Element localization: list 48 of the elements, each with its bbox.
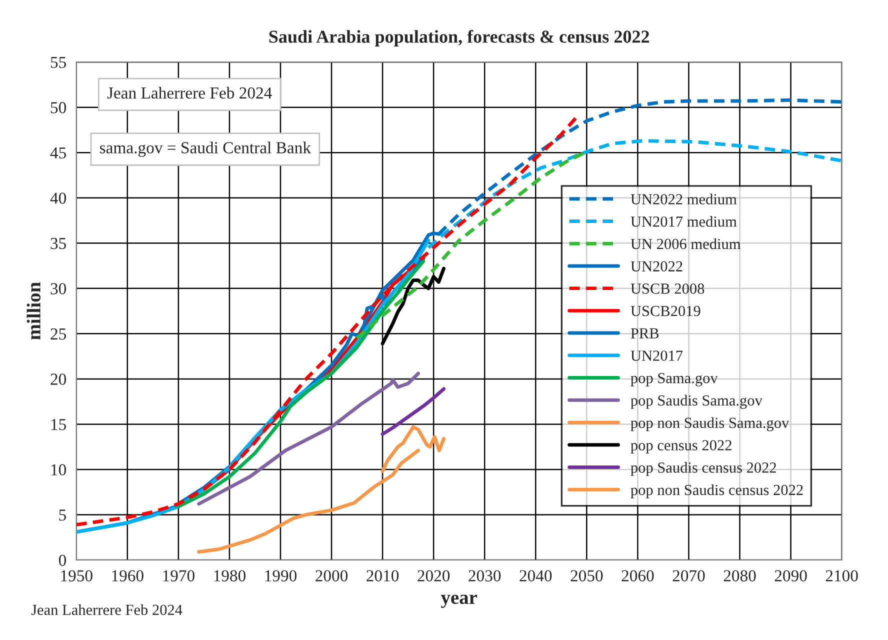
x-tick-label: 1960 — [112, 570, 144, 582]
x-tick-label: 2070 — [672, 570, 705, 582]
y-tick-label: 30 — [50, 283, 66, 294]
x-tick-label: 2060 — [622, 570, 654, 582]
chart-title: Saudi Arabia population, forecasts & census 2022 — [269, 30, 650, 46]
x-tick-label: 2020 — [418, 570, 450, 582]
y-tick-label: 15 — [51, 418, 66, 430]
x-tick-label: 2010 — [366, 570, 399, 582]
y-tick-label: 40 — [50, 192, 66, 204]
legend-label: UN 2006 medium — [630, 238, 741, 250]
x-tick-label: 2000 — [316, 570, 348, 582]
legend-label: pop Sama.gov — [630, 372, 718, 386]
legend-label: pop Saudis Sama.gov — [630, 394, 762, 409]
y-tick-label: 50 — [50, 102, 66, 114]
y-tick-label: 55 — [50, 56, 66, 68]
x-tick-label: 1950 — [61, 570, 92, 582]
x-tick-label: 2100 — [826, 570, 858, 582]
x-tick-label: 1970 — [163, 570, 194, 582]
x-tick-label: 2050 — [570, 570, 603, 582]
y-axis-title: million — [26, 282, 40, 340]
y-tick-label: 45 — [50, 147, 66, 159]
legend-label: pop non Saudis census 2022 — [630, 484, 803, 498]
x-axis-title: year — [440, 594, 478, 608]
text: Jean Laherrere Feb 2024 — [31, 604, 182, 616]
annotation: sama.gov = Saudi Central Bank — [100, 142, 312, 157]
y-tick-label: 10 — [51, 464, 66, 476]
legend-label: UN2017 — [630, 350, 683, 361]
y-tick-label: 35 — [50, 238, 66, 250]
x-tick-label: 2040 — [520, 570, 552, 582]
legend-label: pop census 2022 — [630, 440, 732, 454]
annotation: Jean Laherrere Feb 2024 — [107, 86, 272, 99]
legend-label: USCB 2008 — [630, 284, 704, 294]
y-tick-label: 20 — [50, 374, 66, 385]
legend-label: UN2017 medium — [630, 216, 737, 227]
x-tick-label: 1990 — [265, 570, 297, 582]
legend-label: PRB — [630, 328, 659, 338]
y-tick-label: 5 — [59, 510, 66, 521]
y-tick-label: 0 — [58, 554, 66, 566]
y-tick-label: 25 — [50, 328, 66, 340]
x-tick-label: 2080 — [724, 570, 756, 582]
legend-label: pop non Saudis Sama.gov — [630, 417, 790, 432]
legend-label: pop Saudis census 2022 — [630, 462, 776, 476]
x-tick-label: 2030 — [468, 570, 501, 582]
legend-label: UN2022 — [630, 261, 682, 272]
x-tick-label: 1980 — [214, 570, 246, 582]
legend-label: USCB2019 — [630, 306, 700, 316]
legend-label: UN2022 medium — [630, 194, 737, 204]
x-tick-label: 2090 — [774, 570, 807, 582]
